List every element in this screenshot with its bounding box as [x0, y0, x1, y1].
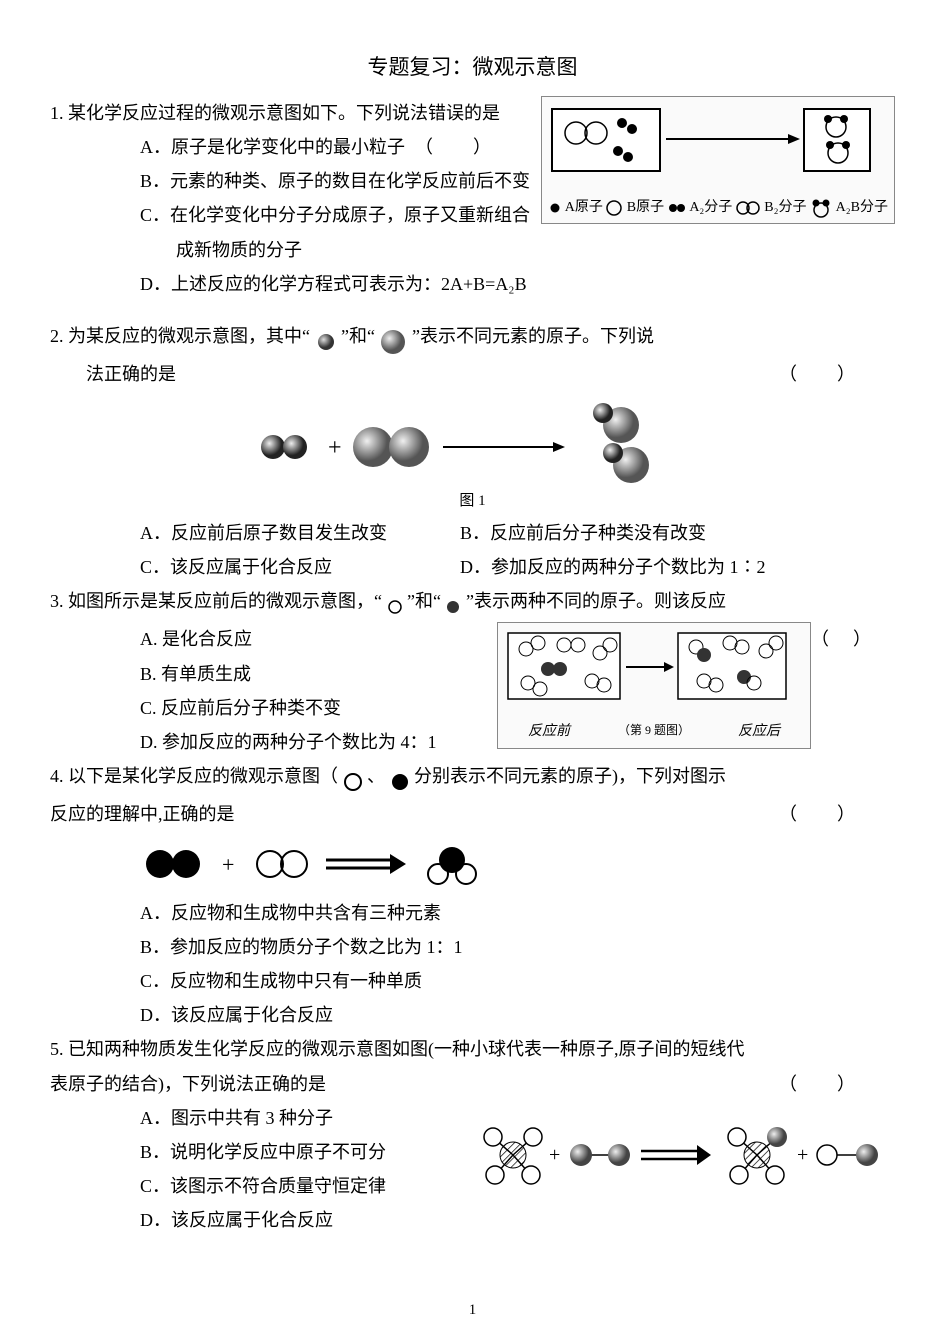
q4-figure: +: [50, 836, 895, 890]
option-d: D．参加反应的两种分子个数比为 1∶2: [460, 557, 766, 577]
question-5: 5. 已知两种物质发生化学反应的微观示意图如图(一种小球代表一种原子,原子间的短…: [50, 1032, 895, 1237]
answer-blank: （）: [415, 130, 531, 164]
answer-blank: （）: [779, 1067, 895, 1101]
option-b: B．反应前后分子种类没有改变: [460, 523, 706, 543]
q2-number: 2.: [50, 326, 64, 346]
question-3: 3. 如图所示是某反应前后的微观示意图，“ ”和“ ”表示两种不同的原子。则该反…: [50, 584, 895, 759]
option-a: A．反应前后原子数目发生改变: [140, 523, 387, 543]
q1-legend: A原子 B原子 A₂分子 B₂分子 A₂B分子: [548, 195, 888, 222]
question-2: 2. 为某反应的微观示意图，其中“ ”和“ ”表示不同元素的原子。下列说 法正确…: [50, 319, 895, 584]
svg-text:+: +: [328, 435, 342, 461]
q3-figure: 反应前 （第 9 题图） 反应后: [497, 622, 811, 749]
question-4: 4. 以下是某化学反应的微观示意图（ 、 分别表示不同元素的原子)，下列对图示 …: [50, 759, 895, 1032]
page-number: 1: [0, 1296, 945, 1325]
answer-blank: （）: [779, 357, 895, 391]
option-b: B．参加反应的物质分子个数之比为 1：1: [140, 930, 895, 964]
answer-blank: （）: [811, 622, 895, 656]
q1-diagram: [548, 103, 874, 193]
option-c: C．反应物和生成物中只有一种单质: [140, 964, 895, 998]
q2-fig-label: 图 1: [50, 487, 895, 516]
q3-number: 3.: [50, 591, 64, 611]
page-title: 专题复习：微观示意图: [50, 48, 895, 88]
answer-blank: （）: [779, 797, 895, 831]
q1-stem: 某化学反应过程的微观示意图如下。下列说法错误的是: [68, 103, 500, 123]
option-d: D．该反应属于化合反应: [140, 998, 895, 1032]
q5-number: 5.: [50, 1039, 64, 1059]
svg-text:+: +: [222, 852, 234, 877]
q1-figure: A原子 B原子 A₂分子 B₂分子 A₂B分子: [541, 96, 895, 225]
q5-figure: + +: [475, 1111, 895, 1197]
option-d: D．上述反应的化学方程式可表示为：2A+B=A₂B: [140, 267, 895, 301]
q4-number: 4.: [50, 766, 64, 786]
option-d: D．该反应属于化合反应: [140, 1203, 895, 1237]
q4-options: A．反应物和生成物中共含有三种元素 B．参加反应的物质分子个数之比为 1：1 C…: [50, 896, 895, 1033]
question-1: A原子 B原子 A₂分子 B₂分子 A₂B分子 1. 某化学反应过程的微观示意图…: [50, 96, 895, 301]
q1-number: 1.: [50, 103, 64, 123]
option-a: A．反应物和生成物中共含有三种元素: [140, 896, 895, 930]
q2-options: A．反应前后原子数目发生改变 C．该反应属于化合反应 B．反应前后分子种类没有改…: [50, 516, 895, 584]
option-c: C．该反应属于化合反应: [140, 557, 332, 577]
svg-text:+: +: [549, 1144, 560, 1166]
svg-text:+: +: [797, 1144, 808, 1166]
q2-figure: + 图 1: [50, 397, 895, 516]
